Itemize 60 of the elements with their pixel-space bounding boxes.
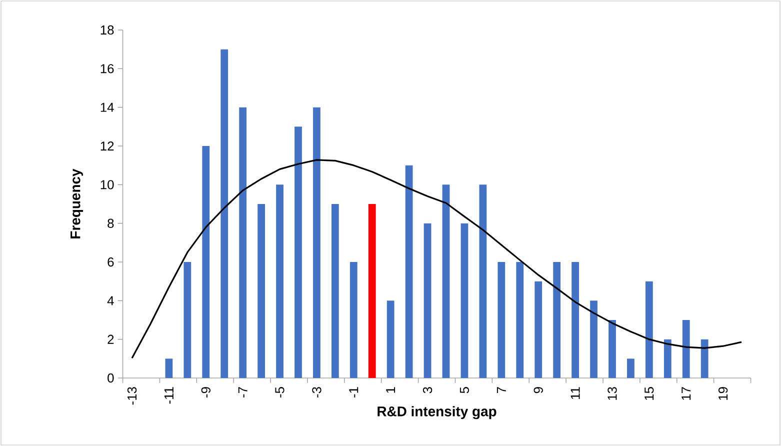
y-tick-label: 6 [108,257,114,267]
y-tick-label: 10 [100,180,114,190]
bar [553,262,561,378]
x-tick-label: 19 [718,387,728,400]
y-tick-label: 14 [100,102,114,112]
bar [572,262,579,378]
bar [645,281,653,378]
bar [276,184,284,378]
x-tick-label: 17 [682,387,691,400]
y-tick-label: 8 [108,218,114,228]
x-tick-label: -3 [312,387,322,398]
bar [313,107,320,378]
line-series [131,159,742,359]
bar [258,204,265,378]
bar [368,204,376,378]
x-tick-label: 7 [496,387,506,394]
x-tick-label: 5 [460,387,469,394]
bar [239,107,247,378]
y-tick-label: 0 [108,373,114,383]
bar [294,126,302,378]
y-tick-label: 4 [107,296,114,306]
bar [442,184,450,378]
y-axis-title: Frequency [70,168,84,238]
x-tick-label: 9 [534,387,543,394]
x-tick-label: 15 [644,387,654,400]
bar [165,358,173,378]
bar [498,262,506,378]
y-tick-label: 16 [100,64,114,74]
bar [220,49,228,378]
bar [682,320,690,378]
y-tick-label: 18 [100,25,114,35]
bar [405,165,413,378]
bar [664,339,672,378]
bar [516,262,524,378]
bar [534,281,542,378]
x-tick-label: -9 [201,387,210,398]
bar [608,320,616,378]
x-axis-title: R&D intensity gap [378,406,496,420]
bar [590,300,598,378]
bar [424,223,432,378]
bar [184,262,192,378]
x-tick-label: 11 [570,387,580,399]
x-tick-label: -1 [349,387,358,398]
bar [700,339,708,378]
bar [386,300,394,378]
x-tick-label: -5 [275,387,284,398]
x-tick-label: -11 [164,387,174,404]
y-tick-label: 12 [100,141,114,151]
x-tick-label: -7 [238,387,248,398]
bar [202,146,210,378]
x-tick-label: 13 [608,387,617,400]
bar [331,204,339,378]
x-tick-label: 3 [422,387,432,394]
x-tick-label: 1 [386,387,396,393]
x-tick-label: -13 [127,387,137,405]
y-tick-label: 2 [108,334,114,344]
bar [350,262,358,378]
bar [479,184,487,378]
bar [460,223,468,378]
bar [627,358,634,378]
